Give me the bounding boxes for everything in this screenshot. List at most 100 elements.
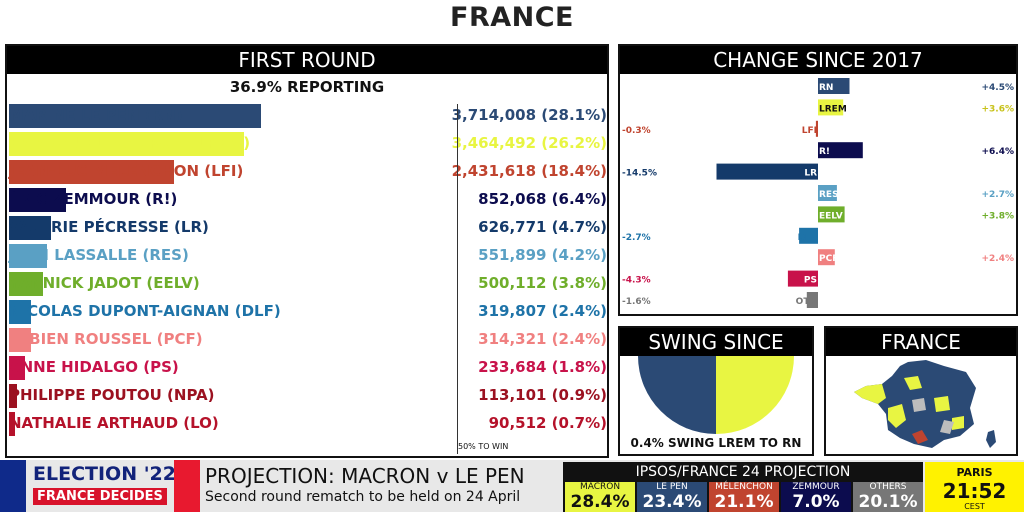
- change-value-label: +4.5%: [981, 83, 1014, 93]
- change-bar: [806, 292, 818, 308]
- ipsos-candidate-name: LE PEN: [656, 482, 688, 492]
- candidate-votes: 3,464,492 (26.2%): [451, 134, 607, 152]
- change-category-label: RN: [819, 83, 833, 93]
- swing-title: SWING SINCE 2017: [620, 328, 812, 382]
- candidate-bar: [9, 328, 31, 352]
- swing-slice: [716, 356, 794, 434]
- candidate-name: JEAN LASSALLE (RES): [9, 246, 189, 264]
- change-bar: [818, 78, 850, 94]
- candidate-votes: 626,771 (4.7%): [478, 218, 607, 236]
- ipsos-candidate-name: OTHERS: [869, 482, 907, 492]
- change-category-label: EELV: [819, 211, 843, 221]
- candidate-votes: 500,112 (3.8%): [478, 274, 607, 292]
- candidate-votes: 852,068 (6.4%): [478, 190, 607, 208]
- candidate-votes: 551,899 (4.2%): [478, 246, 607, 264]
- candidate-row: JEAN LASSALLE (RES) 551,899 (4.2%): [9, 244, 607, 268]
- map-region-none: [912, 398, 926, 412]
- candidate-bar: [9, 104, 261, 128]
- swing-slice: [638, 356, 716, 434]
- candidate-bar: [9, 244, 47, 268]
- change-value-label: -4.3%: [622, 276, 651, 286]
- change-bar: [818, 99, 844, 116]
- change-since-2017-panel: CHANGE SINCE 2017 RN +4.5% LREM +3.6% LFI -0.…: [618, 44, 1018, 316]
- ipsos-cell: MÉLENCHON 21.1%: [709, 482, 779, 512]
- change-title: CHANGE SINCE 2017: [620, 46, 1016, 74]
- change-category-label: PS: [804, 276, 817, 286]
- map-region-lfi: [912, 430, 928, 444]
- flag-red-stripe: [174, 460, 200, 512]
- candidate-bar: [9, 160, 174, 184]
- candidate-name: PHILIPPE POUTOU (NPA): [9, 386, 215, 404]
- change-value-label: +2.4%: [981, 254, 1014, 264]
- candidate-votes: 2,431,618 (18.4%): [451, 162, 607, 180]
- candidate-votes: 314,321 (2.4%): [478, 330, 607, 348]
- candidate-bar: [9, 300, 31, 324]
- win-threshold-label: 50% TO WIN: [458, 442, 509, 451]
- candidate-name: JEAN-LUC MÉLENCHON (LFI): [9, 162, 244, 180]
- map-panel: FRANCE: [824, 326, 1018, 456]
- candidate-bar: [9, 132, 244, 156]
- change-bar: [818, 185, 837, 201]
- change-category-label: LFI: [802, 126, 817, 136]
- logo-subtitle: FRANCE DECIDES: [33, 488, 167, 505]
- candidate-row: VALÉRIE PÉCRESSE (LR) 626,771 (4.7%): [9, 216, 607, 240]
- change-value-label: -1.6%: [622, 297, 651, 307]
- candidate-name: YANNICK JADOT (EELV): [9, 274, 200, 292]
- first-round-panel: FIRST ROUND 36.9% REPORTING MARINE LE PE…: [5, 44, 609, 458]
- swing-pie: [638, 356, 794, 434]
- projection-subtitle: Second round rematch to be held on 24 Ap…: [205, 489, 521, 505]
- change-chart: RN +4.5% LREM +3.6% LFI -0.3% R! +6.4% LR -14.5% R…: [622, 78, 1014, 308]
- candidate-votes: 233,684 (1.8%): [478, 358, 607, 376]
- candidate-bar: [9, 356, 26, 380]
- ipsos-candidate-value: 23.4%: [642, 492, 702, 512]
- ipsos-candidate-value: 20.1%: [858, 492, 918, 512]
- ipsos-title: IPSOS/FRANCE 24 PROJECTION: [635, 464, 851, 480]
- candidate-row: ANNE HIDALGO (PS) 233,684 (1.8%): [9, 356, 607, 380]
- map-region-lrem: [854, 384, 886, 404]
- change-value-label: +2.7%: [981, 190, 1014, 200]
- logo-title: ELECTION '22: [33, 463, 176, 485]
- change-value-label: +6.4%: [981, 147, 1014, 157]
- change-category-label: RES: [819, 190, 839, 200]
- clock-city: PARIS: [956, 466, 993, 479]
- candidate-name: NATHALIE ARTHAUD (LO): [9, 414, 219, 432]
- change-value-label: +3.6%: [981, 104, 1014, 114]
- change-category-label: PCF: [819, 254, 838, 264]
- change-bar: [818, 206, 845, 223]
- candidate-bar: [9, 384, 18, 408]
- candidate-row: EMMANUEL MACRON (LREM) 3,464,492 (26.2%): [9, 132, 607, 156]
- candidate-row: PHILIPPE POUTOU (NPA) 113,101 (0.9%): [9, 384, 607, 408]
- ipsos-candidate-value: 7.0%: [792, 492, 840, 512]
- candidate-name: NICOLAS DUPONT-AIGNAN (DLF): [9, 302, 281, 320]
- ipsos-candidate-name: ZEMMOUR: [792, 482, 840, 492]
- ipsos-cell: LE PEN 23.4%: [637, 482, 707, 512]
- page-title: FRANCE: [450, 2, 574, 33]
- change-bar: [818, 142, 863, 159]
- change-bar: [818, 249, 835, 266]
- candidate-name: ÉRIC ZEMMOUR (R!): [9, 190, 178, 208]
- change-category-label: LR: [804, 169, 817, 179]
- ipsos-candidate-name: MACRON: [579, 482, 621, 492]
- candidate-row: NATHALIE ARTHAUD (LO) 90,512 (0.7%): [9, 412, 607, 436]
- map-region-lrem: [952, 416, 964, 430]
- ipsos-cell: OTHERS 20.1%: [853, 482, 923, 512]
- change-value-label: +3.8%: [981, 211, 1014, 221]
- ipsos-candidate-value: 21.1%: [714, 492, 774, 512]
- ipsos-projection: IPSOS/FRANCE 24 PROJECTION MACRON 28.4% LE…: [563, 462, 923, 512]
- map-region-lrem: [934, 396, 950, 412]
- candidate-name: ANNE HIDALGO (PS): [9, 358, 179, 376]
- candidate-row: YANNICK JADOT (EELV) 500,112 (3.8%): [9, 272, 607, 296]
- ipsos-candidate-value: 28.4%: [570, 492, 630, 512]
- candidate-votes: 319,807 (2.4%): [478, 302, 607, 320]
- change-category-label: R!: [819, 147, 830, 157]
- candidate-bar: [9, 272, 44, 296]
- change-value-label: -14.5%: [622, 169, 657, 179]
- candidate-votes: 3,714,008 (28.1%): [451, 106, 607, 124]
- candidate-name: VALÉRIE PÉCRESSE (LR): [9, 218, 209, 236]
- map-region-none: [940, 420, 954, 434]
- candidate-votes: 90,512 (0.7%): [488, 414, 607, 432]
- candidate-row: ÉRIC ZEMMOUR (R!) 852,068 (6.4%): [9, 188, 607, 212]
- candidate-row: MARINE LE PEN (RN) 3,714,008 (28.1%): [9, 104, 607, 128]
- change-value-label: -2.7%: [622, 233, 651, 243]
- candidate-name: MARINE LE PEN (RN): [9, 106, 183, 124]
